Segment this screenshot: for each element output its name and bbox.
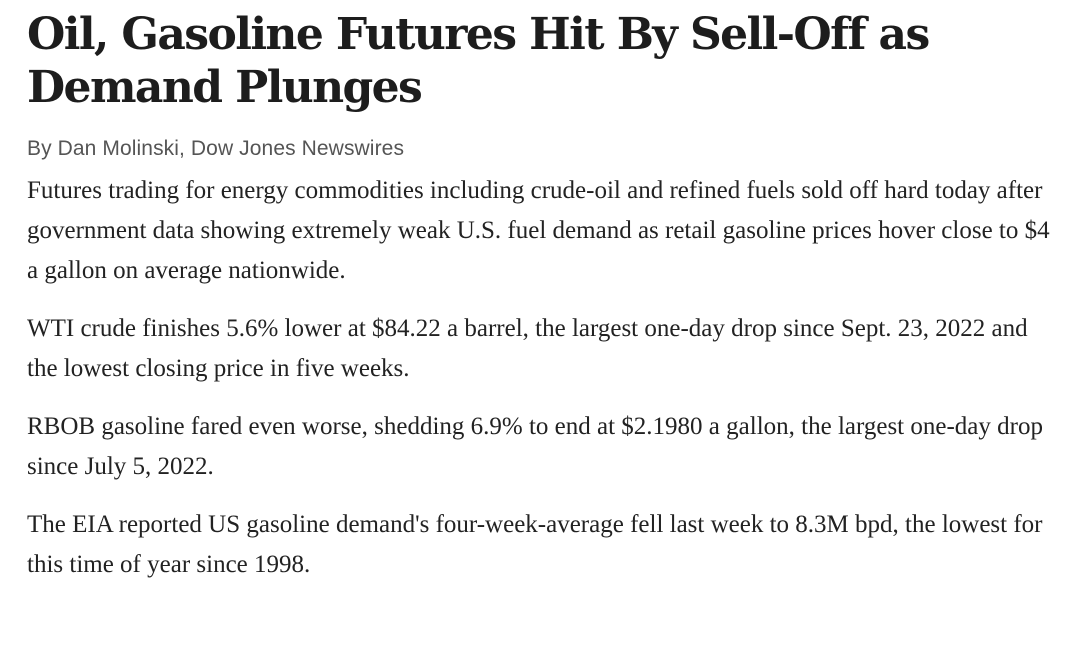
article-headline: Oil, Gasoline Futures Hit By Sell-Off as… [27,9,930,113]
article-paragraph: RBOB gasoline fared even worse, shedding… [27,413,1043,480]
article-paragraph: Futures trading for energy commodities i… [27,177,1050,284]
article-paragraph: WTI crude finishes 5.6% lower at $84.22 … [27,315,1028,382]
article: Oil, Gasoline Futures Hit By Sell-Off as… [27,0,1052,603]
article-paragraph: The EIA reported US gasoline demand's fo… [27,511,1043,578]
article-byline: By Dan Molinski, Dow Jones Newswires [27,137,405,160]
article-body: Futures trading for energy commodities i… [27,171,1052,585]
